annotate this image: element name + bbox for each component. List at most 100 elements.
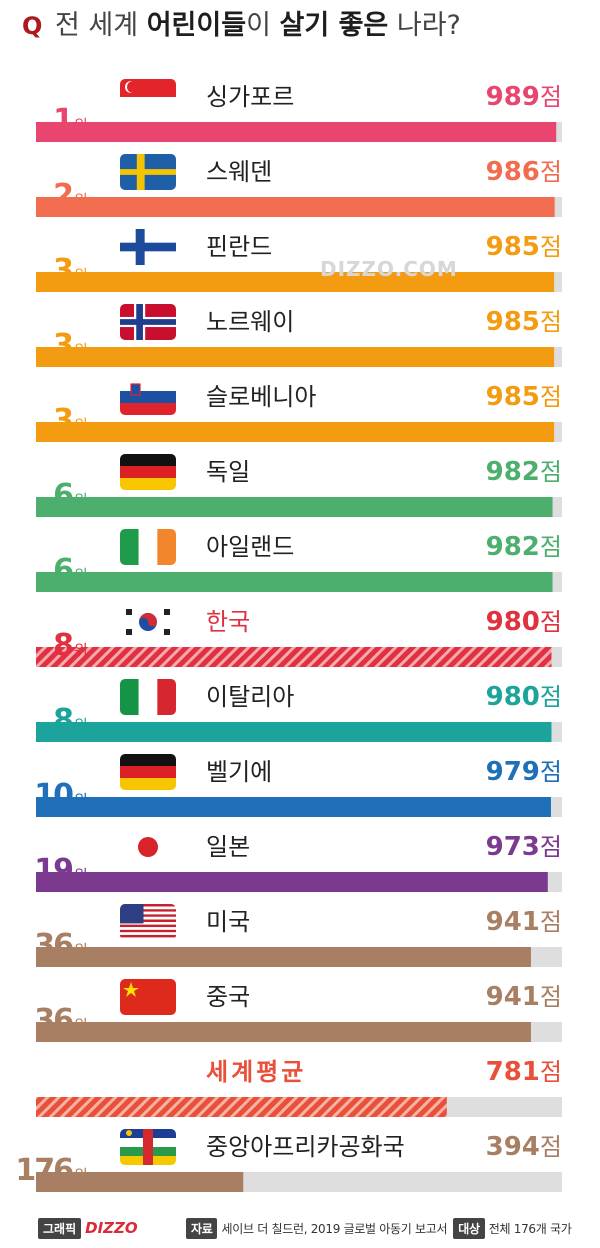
value-number: 980 (486, 682, 540, 712)
value-label: 941점 (486, 982, 562, 1012)
rank-suffix: 위 (74, 191, 88, 209)
usa-flag-fill (120, 904, 176, 940)
value-label: 781점 (486, 1057, 562, 1087)
bar (36, 1022, 531, 1042)
star (126, 1130, 132, 1136)
rank-suffix: 위 (74, 1166, 88, 1184)
bar (36, 272, 555, 292)
germany-flag-band (120, 478, 176, 490)
value-label: 985점 (486, 382, 562, 412)
usa-flag-band (120, 911, 176, 915)
taegeuk-red (139, 613, 157, 627)
germany-flag (120, 454, 176, 490)
usa-flag-band (120, 916, 176, 920)
germany-flag-fill (120, 754, 176, 790)
china-flag (120, 979, 176, 1015)
title-part-1: 전 세계 (55, 10, 139, 41)
slovenia-flag-fill (120, 379, 176, 415)
rank-number: 3 (53, 253, 72, 288)
bar (36, 647, 552, 667)
value-number: 941 (486, 907, 540, 937)
country-name: 한국 (206, 608, 250, 636)
chart-row: 19 위 일본 973점 (34, 829, 562, 892)
italy-flag-band (120, 679, 139, 715)
rank-number: 6 (53, 553, 73, 588)
title-part-5: 나라? (396, 10, 461, 41)
chart-row: 10 위 벨기에 979점 (34, 754, 562, 817)
singapore-flag-band (120, 97, 176, 115)
graphic-credit: 그래픽 DIZZO (38, 1218, 138, 1239)
chart-row: 6 위 독일 982점 (36, 454, 562, 517)
rank-number: 19 (34, 853, 72, 888)
usa-flag-band (120, 927, 176, 930)
bar (36, 497, 553, 517)
credit-label: 그래픽 (38, 1218, 82, 1239)
usa-flag-band (120, 924, 176, 928)
sun (138, 837, 158, 857)
country-name: 중국 (206, 983, 250, 1011)
chart-row: 8 위 한국 980점 (36, 604, 562, 667)
bar (36, 122, 557, 142)
sweden-flag-fill (120, 154, 176, 190)
rank-number: 36 (34, 1003, 73, 1038)
rank-suffix: 위 (74, 266, 88, 284)
value-number: 973 (486, 832, 540, 862)
value-number: 394 (486, 1132, 540, 1162)
korea-flag-fill (120, 604, 176, 640)
value-number: 989 (486, 82, 540, 112)
value-label: 982점 (486, 532, 562, 562)
germany-flag-fill (120, 454, 176, 490)
chart-row: 6 위 아일랜드 982점 (36, 529, 562, 592)
source-label: 자료 (186, 1218, 218, 1239)
sweden-flag-band (120, 169, 176, 175)
country-name: 미국 (206, 908, 250, 936)
bar (36, 197, 555, 217)
car-flag-band (143, 1129, 153, 1165)
norway-flag-band (120, 319, 176, 325)
title-part-3: 이 (246, 10, 271, 41)
value-label: 989점 (486, 82, 562, 112)
brand-logo: DIZZO (85, 1219, 138, 1237)
rank-number: 6 (53, 478, 73, 513)
china-flag-band (120, 979, 176, 1015)
source-note: 자료 세이브 더 칠드런, 2019 글로벌 아동기 보고서 대상 전체 176개 국… (186, 1218, 578, 1239)
value-label: 985점 (486, 232, 562, 262)
value-label: 980점 (486, 607, 562, 637)
watermark: DIZZO.COM (320, 257, 458, 281)
rank-number: 2 (53, 178, 72, 213)
country-name: 아일랜드 (206, 533, 294, 561)
value-unit: 점 (540, 1058, 562, 1086)
country-name: 슬로베니아 (206, 383, 316, 411)
chart-row: 36 위 중국 941점 (34, 979, 562, 1042)
rank-number: 36 (34, 928, 73, 963)
bar (36, 1172, 244, 1192)
bar (36, 572, 553, 592)
country-name: 일본 (206, 833, 250, 861)
value-number: 941 (486, 982, 540, 1012)
rank-number: 3 (53, 403, 72, 438)
country-name: 중앙아프리카공화국 (206, 1133, 405, 1161)
usa-flag-band (120, 934, 176, 938)
value-unit: 점 (540, 1133, 562, 1161)
ireland-flag-band (138, 529, 158, 565)
rank-number: 10 (34, 778, 73, 813)
germany-flag-band (120, 754, 176, 766)
value-unit: 점 (540, 383, 562, 411)
usa-flag-band (120, 914, 176, 917)
value-unit: 점 (540, 233, 562, 261)
slovenia-flag (120, 379, 176, 415)
finland-flag-fill (120, 229, 176, 265)
usa-flag-band (120, 922, 176, 925)
usa-flag-band (120, 904, 176, 907)
value-label: 979점 (486, 757, 562, 787)
value-unit: 점 (540, 458, 562, 486)
rank-number: 1 (53, 103, 72, 138)
chart-row: 1 위 싱가포르 989점 (36, 79, 562, 142)
rank-suffix: 위 (74, 791, 88, 809)
target-text: 전체 176개 국가 (488, 1222, 572, 1236)
chart-row: 36 위 미국 941점 (34, 904, 562, 967)
chart-row: 3 위 핀란드 985점 (36, 229, 562, 292)
rank-suffix: 위 (74, 716, 88, 734)
country-name: 벨기에 (206, 758, 272, 786)
rank-suffix: 위 (74, 641, 88, 659)
